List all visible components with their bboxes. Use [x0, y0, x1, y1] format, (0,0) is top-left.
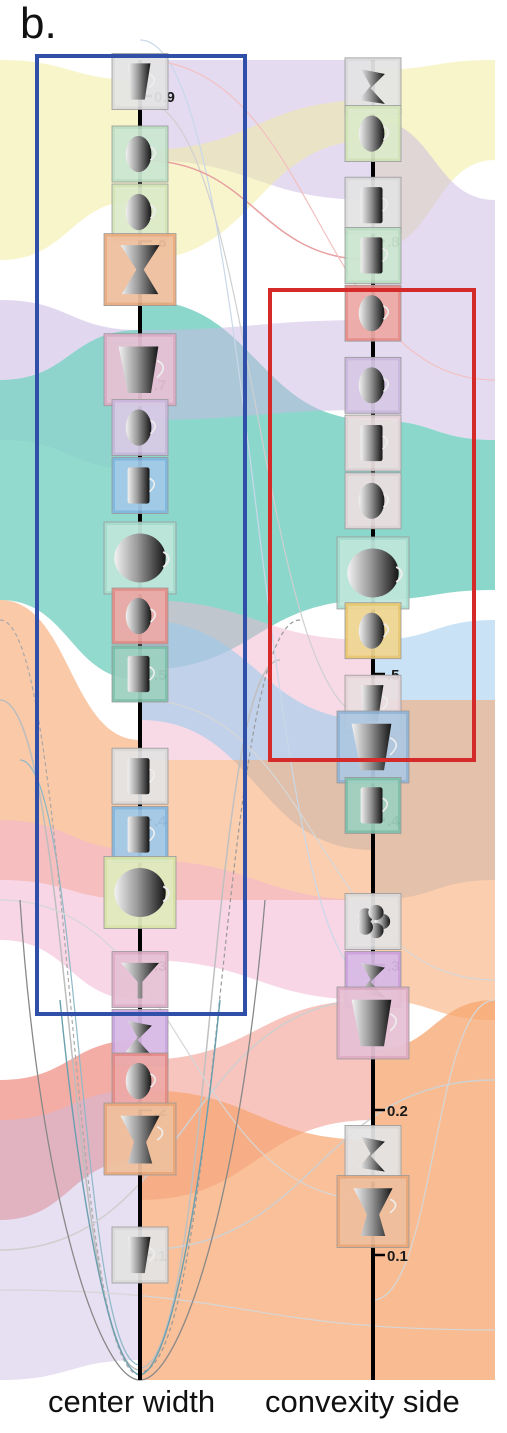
shape-petal — [368, 905, 383, 920]
thumbnail-center-width — [104, 334, 176, 406]
shape-mug-straight — [361, 187, 383, 223]
tick-label-convexity-side: 0.1 — [387, 1248, 408, 1265]
shape-mug-round — [359, 483, 385, 519]
thumbnail-convexity-side — [345, 106, 401, 162]
shape-mug-round — [126, 598, 152, 634]
thumbnail-convexity-side — [345, 177, 401, 233]
shape-mug-straight — [128, 656, 150, 692]
shape-mug-round — [359, 116, 385, 152]
tick-label-convexity-side: 0.2 — [387, 1103, 408, 1120]
shape-bowl — [114, 868, 165, 917]
thumbnail-center-width — [112, 458, 168, 514]
thumbnail-inner — [348, 897, 398, 947]
thumbnail-center-width — [112, 54, 168, 110]
axis-title-center-width: center width — [48, 1384, 215, 1420]
shape-mug-straight — [361, 787, 383, 823]
thumbnail-center-width — [104, 1103, 176, 1175]
thumbnail-center-width — [104, 522, 176, 594]
thumbnail-center-width — [112, 126, 168, 182]
shape-mug-round — [359, 613, 385, 649]
thumbnail-center-width — [112, 184, 168, 240]
thumbnail-center-width — [112, 646, 168, 702]
thumbnail-convexity-side — [337, 711, 409, 783]
shape-mug-straight — [128, 467, 150, 503]
thumbnail-center-width — [112, 1227, 168, 1283]
shape-mug-straight — [128, 758, 150, 794]
thumbnail-inner — [348, 1129, 398, 1179]
thumbnail-convexity-side — [345, 1126, 401, 1182]
shape-mug-straight — [361, 237, 383, 273]
thumbnail-convexity-side — [337, 1176, 409, 1248]
shape-mug-round — [126, 194, 152, 230]
thumbnail-center-width — [104, 857, 176, 929]
thumbnail-center-width — [112, 952, 168, 1008]
thumbnail-center-width — [112, 400, 168, 456]
thumbnail-convexity-side — [345, 473, 401, 529]
shape-mug-round — [359, 367, 385, 403]
thumbnail-convexity-side — [345, 603, 401, 659]
thumbnail-inner — [348, 61, 398, 111]
shape-mug-round — [359, 295, 385, 331]
thumbnail-convexity-side — [345, 227, 401, 283]
thumbnail-center-width — [112, 1053, 168, 1109]
flow-bands — [0, 60, 495, 1380]
shape-mug-round — [126, 136, 152, 172]
thumbnail-center-width — [104, 234, 176, 306]
shape-mug-round — [126, 409, 152, 445]
shape-bowl — [347, 548, 398, 597]
thumbnail-convexity-side — [345, 894, 401, 950]
thumbnail-convexity-side — [345, 285, 401, 341]
shape-mug-round — [126, 1063, 152, 1099]
thumbnail-center-width — [112, 588, 168, 644]
thumbnail-center-width — [112, 748, 168, 804]
thumbnail-convexity-side — [337, 987, 409, 1059]
shape-mug-straight — [361, 425, 383, 461]
axis-title-convexity-side: convexity side — [265, 1384, 460, 1420]
shape-bowl — [114, 534, 165, 583]
shape-mug-straight — [128, 816, 150, 852]
thumbnail-center-width — [112, 807, 168, 863]
thumbnail-convexity-side — [345, 415, 401, 471]
thumbnail-convexity-side — [345, 357, 401, 413]
thumbnail-convexity-side — [345, 777, 401, 833]
thumbnail-convexity-side — [337, 537, 409, 609]
